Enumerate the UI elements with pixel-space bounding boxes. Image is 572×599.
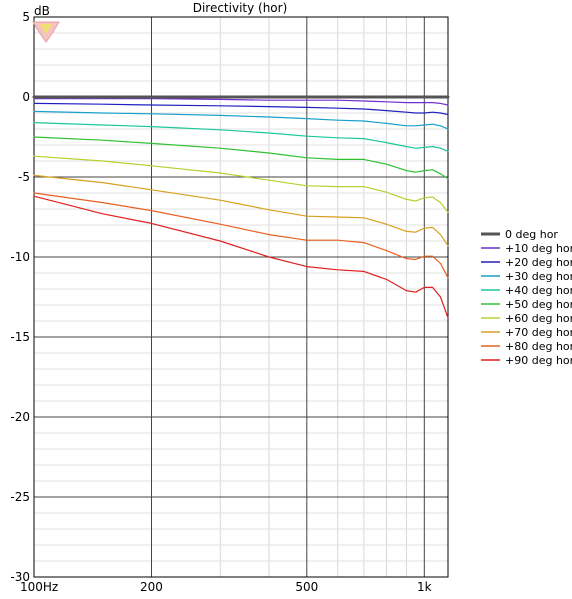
series-line [33,136,449,180]
legend-label: +50 deg hor [505,298,572,311]
series-line [33,174,449,247]
y-tick-label: 0 [22,90,30,104]
y-tick-label: -10 [10,250,30,264]
x-tick-label: 1k [417,580,432,594]
legend: 0 deg hor+10 deg hor+20 deg hor+30 deg h… [481,228,572,367]
x-tick-label: 500 [295,580,318,594]
series-line [33,110,449,130]
legend-label: +60 deg hor [505,312,572,325]
y-tick-label: 5 [22,10,30,24]
plot-frame [33,16,449,578]
series-line [33,102,449,116]
legend-label: +70 deg hor [505,326,572,339]
series-line [33,192,449,279]
series-line [33,195,449,319]
y-tick-label: -30 [10,570,30,584]
minor-gridlines [34,17,448,577]
series-line [33,121,449,152]
legend-label: +90 deg hor [505,354,572,367]
x-tick-label: 100Hz [20,580,58,594]
y-axis-label: dB [34,4,50,18]
chart-title: Directivity (hor) [193,1,288,15]
y-tick-label: -15 [10,330,30,344]
legend-label: +10 deg hor [505,242,572,255]
series-lines [32,95,450,319]
y-tick-label: -5 [18,170,30,184]
legend-label: +30 deg hor [505,270,572,283]
series-line [33,97,449,106]
y-tick-labels: 5 0 -5 -10 -15 -20 -25 -30 [10,10,30,584]
legend-label: +40 deg hor [505,284,572,297]
legend-label: 0 deg hor [505,228,558,241]
watermark-logo [32,21,60,43]
y-tick-label: -25 [10,490,30,504]
series-line [33,155,449,213]
y-tick-label: -20 [10,410,30,424]
x-tick-labels: 100Hz 200 500 1k [20,580,432,594]
x-tick-label: 200 [140,580,163,594]
legend-label: +80 deg hor [505,340,572,353]
legend-label: +20 deg hor [505,256,572,269]
